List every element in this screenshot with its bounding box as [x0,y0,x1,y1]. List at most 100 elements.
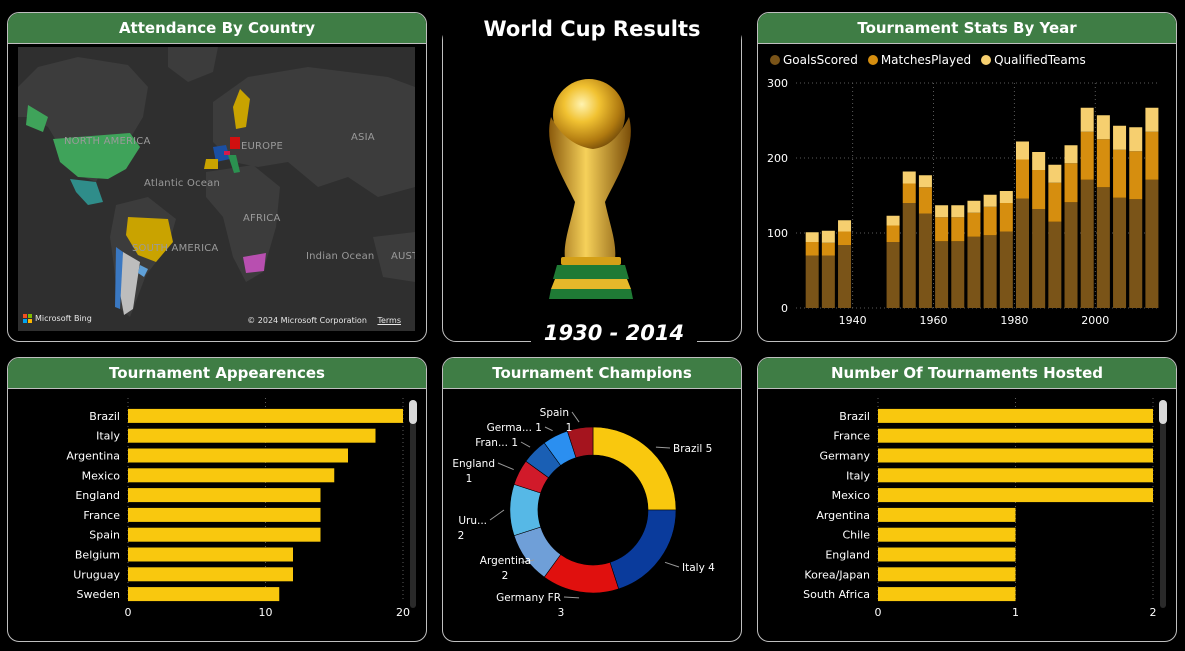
stat-bar-segment[interactable] [1129,151,1143,200]
category-bar[interactable] [878,507,1016,522]
stat-bar-segment[interactable] [902,203,916,308]
stat-bar-segment[interactable] [1064,145,1078,164]
stat-bar-segment[interactable] [918,187,932,214]
category-bar[interactable] [128,587,280,602]
stat-bar-segment[interactable] [1080,131,1094,180]
stat-bar-segment[interactable] [838,220,852,232]
stat-bar-segment[interactable] [999,231,1013,309]
land-africa [206,165,280,282]
stat-bar-segment[interactable] [999,191,1013,203]
donut-slice[interactable] [609,509,677,590]
stat-bar-segment[interactable] [1113,149,1127,198]
category-bar[interactable] [878,547,1016,562]
stat-bar-segment[interactable] [951,205,965,218]
category-bar[interactable] [128,428,376,443]
stat-bar-segment[interactable] [1064,202,1078,308]
stat-bar-segment[interactable] [1015,159,1029,199]
stat-bar-segment[interactable] [821,230,835,243]
legend-item[interactable]: GoalsScored [770,53,858,67]
trophy-globe [553,79,625,151]
stat-bar-segment[interactable] [983,206,997,236]
category-bar[interactable] [128,507,321,522]
map-shapes [18,47,415,317]
stat-bar-segment[interactable] [886,215,900,226]
stat-bar-segment[interactable] [886,242,900,308]
scrollbar-track[interactable] [1160,400,1166,608]
stat-bar-segment[interactable] [951,217,965,242]
stat-bar-segment[interactable] [902,183,916,204]
stat-bar-segment[interactable] [821,255,835,309]
stat-bar-segment[interactable] [902,171,916,184]
donut-slice[interactable] [509,483,542,537]
map-label-north-america: NORTH AMERICA [64,136,151,147]
stat-bar-segment[interactable] [1096,139,1110,188]
stat-bar-segment[interactable] [1032,170,1046,209]
category-bar[interactable] [878,448,1153,463]
stat-bar-segment[interactable] [1129,199,1143,308]
stat-bar-segment[interactable] [935,217,949,242]
stat-bar-segment[interactable] [1145,179,1159,308]
legend-item[interactable]: MatchesPlayed [867,53,971,67]
stat-bar-segment[interactable] [1096,187,1110,308]
category-bar[interactable] [128,468,335,483]
stat-bar-segment[interactable] [805,255,819,309]
category-bar[interactable] [128,488,321,503]
stat-bar-segment[interactable] [821,242,835,256]
stat-bar-segment[interactable] [935,241,949,308]
stat-bar-segment[interactable] [1113,197,1127,308]
stat-bar-segment[interactable] [1064,163,1078,203]
legend-item[interactable]: QualifiedTeams [981,53,1086,67]
category-bar[interactable] [128,567,293,582]
category-bar[interactable] [878,488,1153,503]
stat-bar-segment[interactable] [1080,107,1094,132]
category-bar[interactable] [128,527,321,542]
stat-bar-segment[interactable] [1113,125,1127,150]
category-label: Chile [842,529,870,542]
stat-bar-segment[interactable] [999,203,1013,232]
stat-bar-segment[interactable] [1080,179,1094,308]
stat-bar-segment[interactable] [967,236,981,308]
stat-bar-segment[interactable] [1048,221,1062,308]
scrollbar-thumb[interactable] [409,400,417,424]
stat-bar-segment[interactable] [805,242,819,256]
category-bar[interactable] [878,567,1016,582]
category-bar[interactable] [878,527,1016,542]
stat-bar-segment[interactable] [1145,107,1159,132]
donut-slice[interactable] [592,426,677,511]
world-cup-years: 1930 - 2014 [531,321,697,345]
stat-bar-segment[interactable] [805,232,819,242]
stat-bar-segment[interactable] [1032,152,1046,170]
x-tick-label: 2000 [1081,314,1109,327]
stat-bar-segment[interactable] [983,194,997,207]
stat-bar-segment[interactable] [935,205,949,218]
stat-bar-segment[interactable] [1015,141,1029,160]
stat-bar-segment[interactable] [918,213,932,309]
donut-slice[interactable] [566,426,594,459]
category-bar[interactable] [878,587,1016,602]
stat-bar-segment[interactable] [1145,131,1159,180]
category-bar[interactable] [878,428,1153,443]
category-bar[interactable] [128,448,348,463]
attendance-map[interactable]: NORTH AMERICA EUROPE ASIA Atlantic Ocean… [18,47,415,331]
stat-bar-segment[interactable] [1015,198,1029,309]
stat-bar-segment[interactable] [918,175,932,188]
terms-link[interactable]: Terms [377,316,401,325]
category-bar[interactable] [128,547,293,562]
stat-bar-segment[interactable] [951,241,965,308]
stat-bar-segment[interactable] [967,200,981,213]
category-bar[interactable] [128,408,403,423]
category-bar[interactable] [878,468,1153,483]
stat-bar-segment[interactable] [1096,115,1110,140]
stat-bar-segment[interactable] [838,231,852,246]
stat-bar-segment[interactable] [1048,182,1062,222]
category-bar[interactable] [878,408,1153,423]
stat-bar-segment[interactable] [1129,127,1143,152]
stat-bar-segment[interactable] [983,235,997,308]
scrollbar-thumb[interactable] [1159,400,1167,424]
stat-bar-segment[interactable] [886,225,900,243]
stat-bar-segment[interactable] [1048,164,1062,183]
stat-bar-segment[interactable] [838,245,852,308]
stat-bar-segment[interactable] [1032,209,1046,308]
scrollbar-track[interactable] [410,400,416,608]
stat-bar-segment[interactable] [967,212,981,237]
